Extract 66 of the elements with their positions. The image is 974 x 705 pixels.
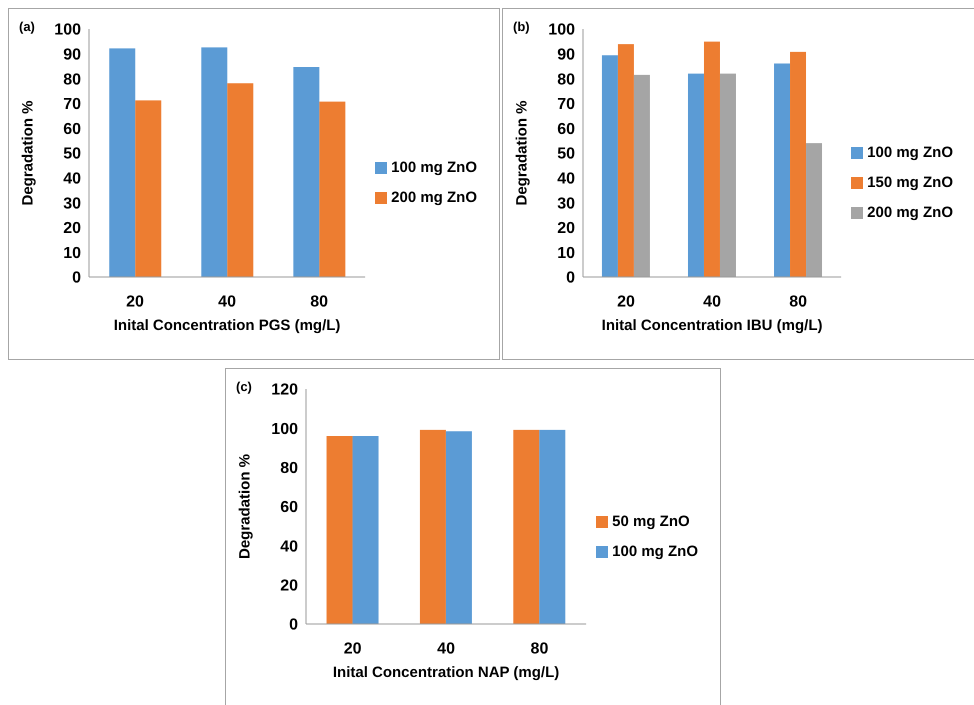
y-tick-label: 100: [548, 22, 576, 39]
y-axis-title: Degradation %: [513, 100, 530, 206]
y-tick-label: 10: [557, 244, 576, 262]
text: (a): [19, 19, 35, 34]
bar: [201, 47, 228, 277]
legend-label: 100 mg ZnO: [391, 159, 477, 176]
x-tick-label: 20: [617, 293, 636, 310]
y-tick-label: 70: [557, 96, 576, 114]
y-tick-label: 40: [557, 170, 576, 188]
x-tick-label: 80: [530, 640, 548, 658]
x-tick-label: 20: [126, 293, 144, 310]
y-tick-label: 80: [63, 71, 82, 88]
bar: [602, 55, 618, 277]
bar: [790, 52, 806, 277]
y-tick-label: 60: [63, 120, 82, 138]
x-tick-label: 80: [310, 293, 328, 310]
y-tick-label: 50: [63, 146, 82, 163]
x-axis-title: Inital Concentration IBU (mg/L): [602, 317, 822, 334]
y-tick-label: 30: [557, 195, 576, 212]
y-tick-label: 20: [280, 578, 298, 595]
legend-label: 150 mg ZnO: [867, 174, 953, 191]
y-tick-label: 0: [72, 270, 82, 287]
y-tick-label: 60: [280, 499, 298, 516]
bar: [704, 42, 720, 277]
bar: [618, 44, 634, 277]
y-tick-label: 50: [557, 146, 576, 163]
x-tick-label: 40: [218, 293, 236, 310]
y-tick-label: 0: [289, 616, 298, 634]
y-tick-label: 90: [63, 46, 82, 64]
y-tick-label: 10: [63, 244, 82, 262]
legend-label: 50 mg ZnO: [612, 512, 690, 530]
y-axis-title: Degradation %: [236, 454, 254, 560]
x-tick-label: 80: [789, 293, 808, 310]
y-tick-label: 30: [63, 195, 82, 212]
legend-label: 200 mg ZnO: [867, 204, 953, 221]
x-axis-title: Inital Concentration NAP (mg/L): [332, 664, 560, 681]
y-tick-label: 40: [63, 170, 82, 188]
text: (c): [236, 379, 252, 394]
y-axis-title: Degradation %: [19, 100, 36, 206]
legend-label: 100 mg ZnO: [612, 542, 698, 560]
y-tick-label: 80: [280, 460, 298, 478]
bar: [293, 66, 320, 277]
bar: [135, 100, 162, 277]
y-tick-label: 80: [557, 71, 576, 88]
y-tick-label: 0: [566, 270, 576, 287]
y-tick-label: 90: [557, 46, 576, 64]
bar: [319, 102, 346, 277]
y-tick-label: 20: [557, 220, 576, 238]
bar: [774, 63, 790, 277]
y-tick-label: 120: [271, 382, 298, 399]
x-axis-title: Inital Concentration PGS (mg/L): [114, 317, 340, 334]
y-tick-label: 20: [63, 220, 82, 238]
y-tick-label: 70: [63, 96, 82, 114]
bar: [227, 83, 254, 277]
x-tick-label: 40: [703, 293, 722, 310]
y-tick-label: 60: [557, 120, 576, 138]
text: (b): [513, 19, 530, 34]
legend-label: 100 mg ZnO: [867, 144, 953, 161]
legend-label: 200 mg ZnO: [391, 189, 477, 206]
x-tick-label: 20: [344, 640, 362, 658]
y-tick-label: 100: [54, 22, 82, 39]
bar: [688, 74, 704, 277]
y-tick-label: 100: [271, 420, 298, 438]
bar: [109, 48, 136, 277]
x-tick-label: 40: [437, 640, 456, 658]
y-tick-label: 40: [280, 538, 298, 556]
